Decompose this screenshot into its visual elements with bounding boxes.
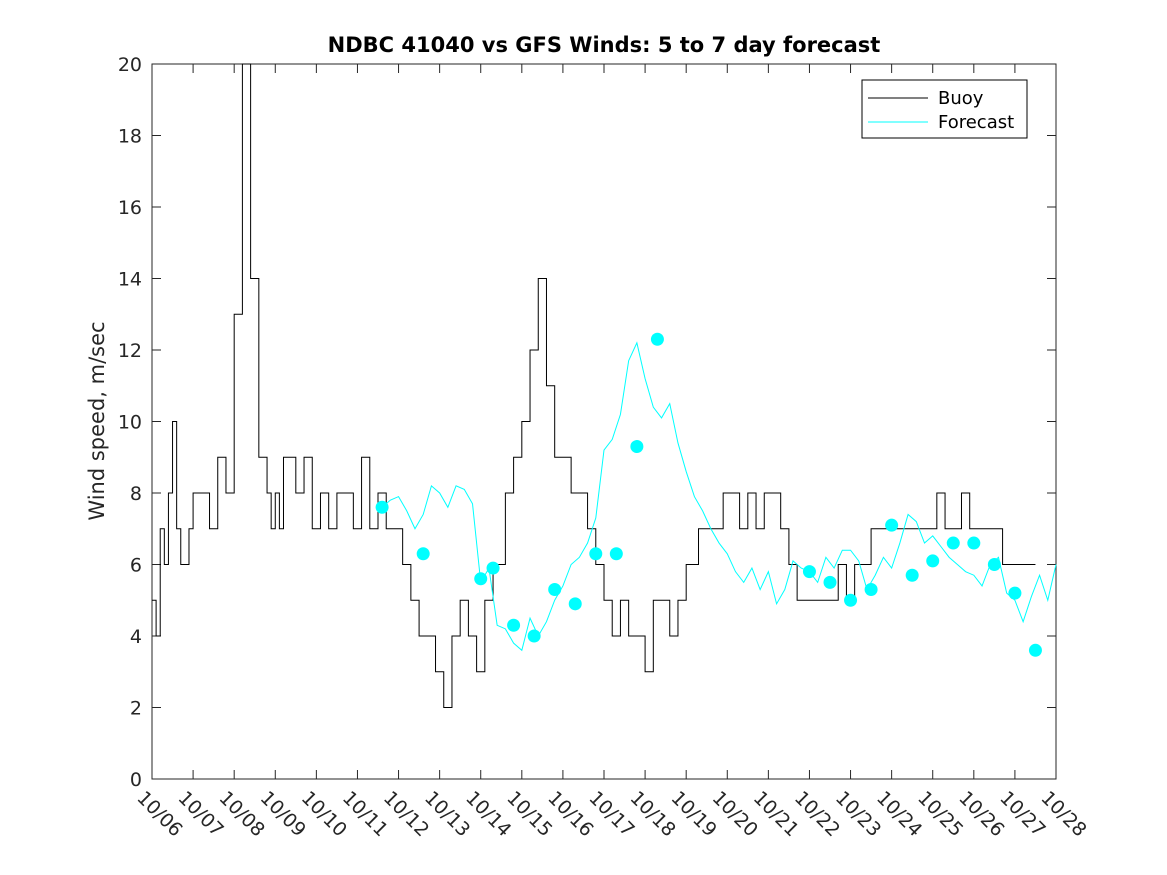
- forecast-marker: [823, 575, 837, 589]
- forecast-marker: [609, 547, 623, 561]
- forecast-marker: [987, 558, 1001, 571]
- y-tick-label: 14: [118, 269, 142, 291]
- legend-forecast-label: Forecast: [938, 112, 1014, 133]
- forecast-marker: [926, 554, 940, 568]
- forecast-marker: [507, 618, 521, 632]
- chart-title: NDBC 41040 vs GFS Winds: 5 to 7 day fore…: [328, 33, 881, 57]
- legend-box: [861, 79, 1028, 139]
- legend-buoy-label: Buoy: [938, 88, 984, 109]
- y-tick-label: 20: [118, 54, 142, 76]
- y-tick-label: 4: [130, 626, 142, 648]
- forecast-marker: [885, 518, 899, 532]
- forecast-marker: [548, 583, 562, 597]
- y-tick-label: 8: [130, 483, 142, 505]
- y-tick-label: 10: [118, 412, 142, 434]
- forecast-marker: [486, 561, 500, 575]
- forecast-marker: [527, 629, 541, 643]
- forecast-marker: [967, 536, 981, 550]
- y-tick-label: 18: [118, 126, 142, 148]
- y-tick-label: 6: [130, 555, 142, 577]
- forecast-marker: [474, 572, 488, 586]
- forecast-marker: [905, 568, 919, 582]
- y-tick-label: 16: [118, 197, 142, 219]
- y-tick-label: 0: [130, 769, 142, 791]
- forecast-marker: [802, 565, 816, 579]
- forecast-marker: [946, 536, 960, 550]
- y-axis-label: Wind speed, m/sec: [85, 321, 109, 520]
- buoy-line: [152, 63, 1036, 708]
- forecast-marker: [375, 500, 389, 514]
- forecast-marker: [568, 597, 582, 611]
- forecast-marker: [864, 583, 878, 597]
- forecast-marker: [650, 332, 664, 346]
- forecast-marker: [1008, 586, 1022, 600]
- y-tick-label: 12: [118, 340, 142, 362]
- forecast-marker: [589, 547, 603, 561]
- legend: Buoy Forecast: [861, 79, 1028, 139]
- forecast-marker: [844, 593, 858, 607]
- forecast-line: [381, 341, 1057, 652]
- forecast-marker: [1028, 643, 1042, 657]
- forecast-marker: [630, 440, 644, 454]
- forecast-marker: [416, 547, 430, 561]
- y-tick-label: 2: [130, 698, 142, 720]
